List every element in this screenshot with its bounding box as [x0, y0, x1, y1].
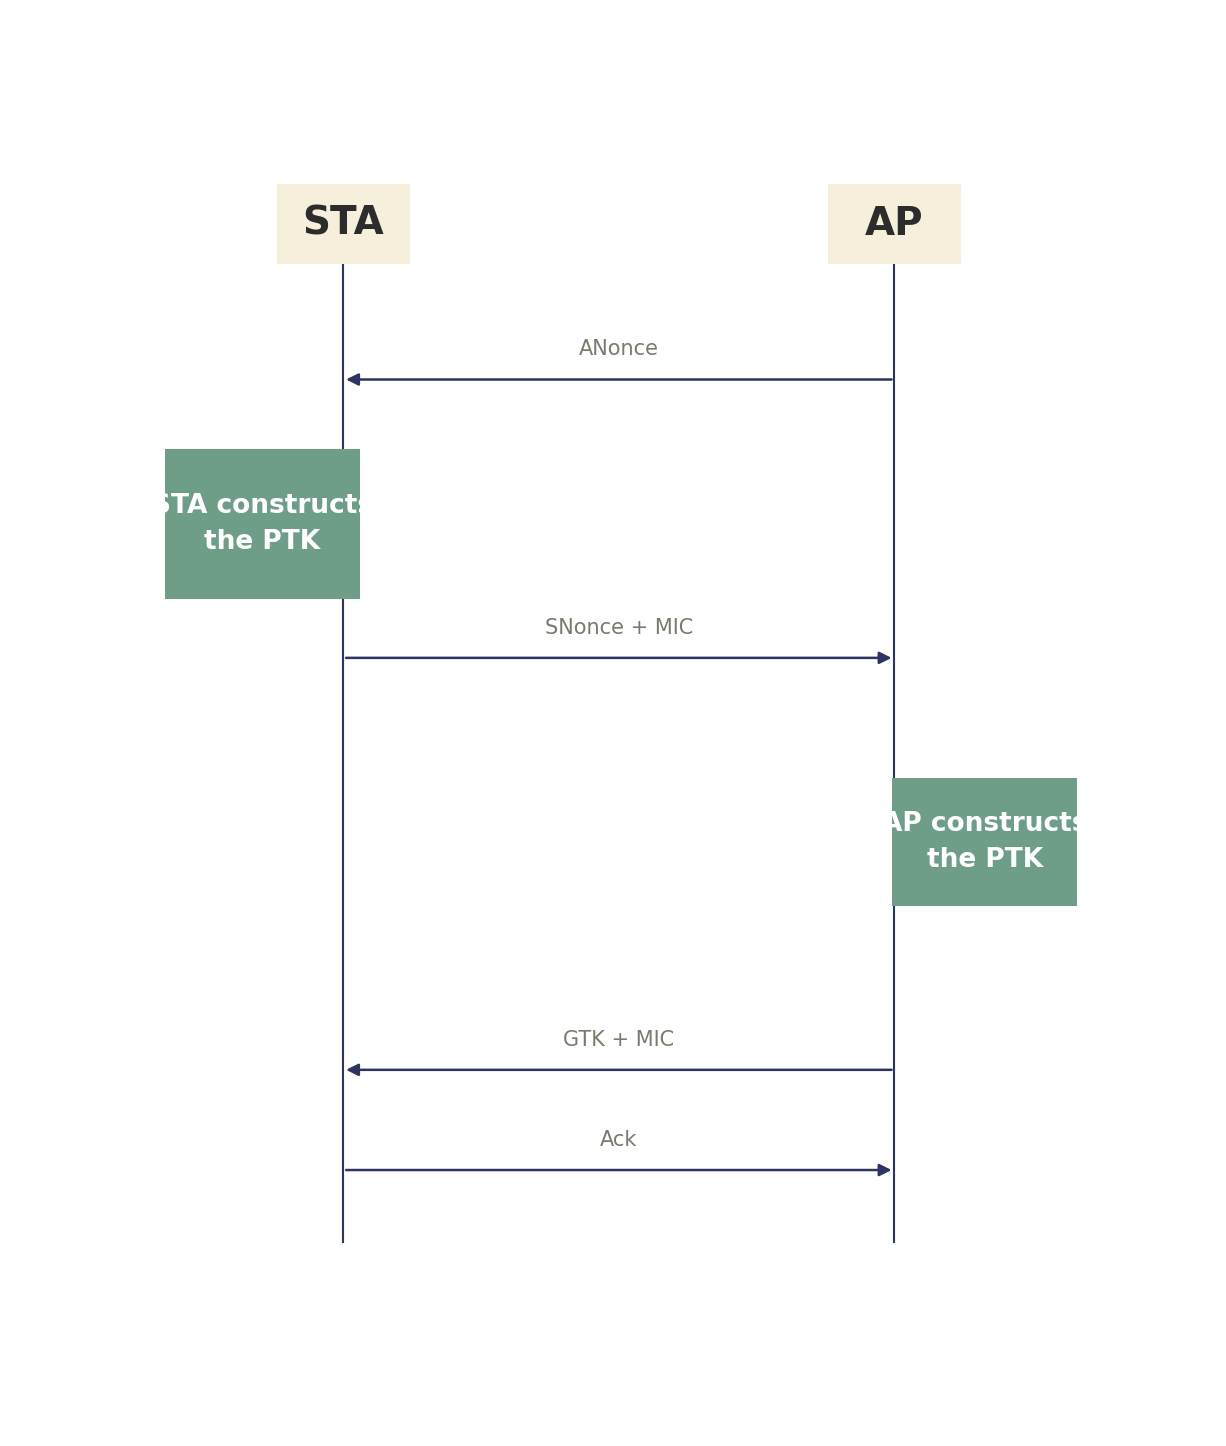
Text: ANonce: ANonce: [579, 340, 658, 360]
Text: SNonce + MIC: SNonce + MIC: [544, 617, 693, 638]
Text: STA constructs
the PTK: STA constructs the PTK: [152, 493, 373, 555]
Text: AP constructs
the PTK: AP constructs the PTK: [881, 811, 1087, 872]
Text: AP: AP: [866, 205, 923, 243]
FancyBboxPatch shape: [277, 184, 409, 263]
Text: GTK + MIC: GTK + MIC: [563, 1030, 674, 1050]
Text: Ack: Ack: [601, 1129, 638, 1150]
FancyBboxPatch shape: [166, 450, 360, 600]
Text: STA: STA: [303, 205, 384, 243]
FancyBboxPatch shape: [893, 778, 1078, 905]
FancyBboxPatch shape: [828, 184, 961, 263]
